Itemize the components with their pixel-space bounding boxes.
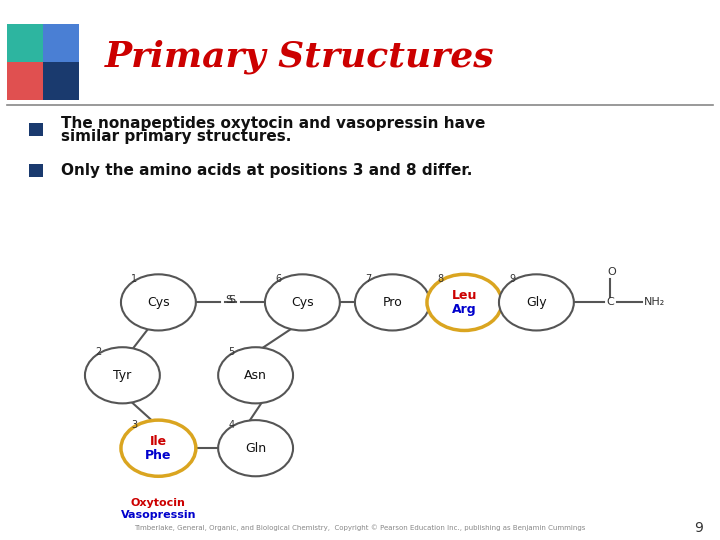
Circle shape <box>121 274 196 330</box>
Circle shape <box>85 347 160 403</box>
Text: Timberlake, General, Organic, and Biological Chemistry,  Copyright © Pearson Edu: Timberlake, General, Organic, and Biolog… <box>135 525 585 531</box>
Circle shape <box>265 274 340 330</box>
Bar <box>7 62 43 100</box>
Bar <box>29 123 43 136</box>
Text: Phe: Phe <box>145 449 171 462</box>
Text: 4: 4 <box>228 420 234 430</box>
Circle shape <box>218 347 293 403</box>
Text: The nonapeptides oxytocin and vasopressin have: The nonapeptides oxytocin and vasopressi… <box>61 116 485 131</box>
Text: 5: 5 <box>228 347 235 357</box>
Circle shape <box>121 420 196 476</box>
Text: 1: 1 <box>131 274 137 285</box>
Text: Pro: Pro <box>382 296 402 309</box>
Bar <box>29 164 43 177</box>
Circle shape <box>355 274 430 330</box>
Bar <box>43 24 79 62</box>
Text: 2: 2 <box>95 347 102 357</box>
Text: Ile: Ile <box>150 435 167 448</box>
Text: Only the amino acids at positions 3 and 8 differ.: Only the amino acids at positions 3 and … <box>61 163 472 178</box>
Circle shape <box>499 274 574 330</box>
Text: S: S <box>225 295 233 305</box>
Text: C: C <box>606 298 613 307</box>
Text: Asn: Asn <box>244 369 267 382</box>
Text: 8: 8 <box>437 274 443 285</box>
Text: Primary Structures: Primary Structures <box>104 39 494 74</box>
Text: NH₂: NH₂ <box>644 298 665 307</box>
Text: 7: 7 <box>365 274 372 285</box>
Bar <box>7 24 43 62</box>
Text: Cys: Cys <box>291 296 314 309</box>
Text: 9: 9 <box>509 274 515 285</box>
Text: 6: 6 <box>275 274 281 285</box>
Text: Tyr: Tyr <box>113 369 132 382</box>
Text: Gln: Gln <box>245 442 266 455</box>
Text: similar primary structures.: similar primary structures. <box>61 129 292 144</box>
Text: 3: 3 <box>131 420 137 430</box>
Text: Gly: Gly <box>526 296 546 309</box>
Text: Oxytocin: Oxytocin <box>131 498 186 508</box>
Text: Arg: Arg <box>452 303 477 316</box>
Text: 9: 9 <box>694 521 703 535</box>
Text: Cys: Cys <box>147 296 170 309</box>
Text: S: S <box>228 295 235 305</box>
Circle shape <box>218 420 293 476</box>
Circle shape <box>427 274 502 330</box>
Bar <box>43 62 79 100</box>
Text: O: O <box>607 267 616 276</box>
Text: Leu: Leu <box>451 289 477 302</box>
Text: Vasopressin: Vasopressin <box>121 510 196 520</box>
